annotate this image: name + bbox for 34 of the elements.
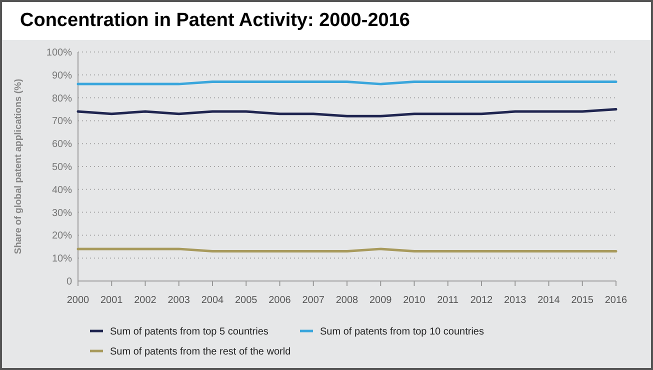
x-tick-label: 2002 [134,295,157,306]
y-tick-label: 30% [52,208,72,219]
y-tick-label: 20% [52,230,72,242]
x-tick-label: 2003 [168,295,190,306]
x-tick-label: 2005 [235,295,258,306]
y-tick-label: 50% [52,162,72,173]
line-series [76,108,618,118]
x-tick-label: 2006 [268,295,292,306]
x-tick-label: 2013 [504,295,527,306]
y-tick-label: 80% [52,93,72,104]
y-tick-label: 60% [52,139,72,150]
y-tick-label: 90% [52,70,72,82]
x-tick-label: 2004 [201,295,224,306]
legend-label: Sum of patents from the rest of the world [110,346,291,358]
chart-title: Concentration in Patent Activity: 2000-2016 [20,10,410,31]
legend-label: Sum of patents from top 10 countries [320,326,484,338]
x-tick-label: 2016 [604,295,628,306]
x-tick-label: 2011 [437,295,460,306]
x-tick-label: 2007 [302,295,325,306]
y-tick-label: 70% [52,116,72,128]
legend-label: Sum of patents from top 5 countries [110,326,268,338]
x-tick-label: 2001 [100,295,124,306]
y-tick-label: 0 [66,276,72,288]
x-tick-label: 2000 [66,295,90,306]
x-tick-label: 2009 [370,295,392,306]
x-tick-label: 2014 [538,295,560,306]
y-tick-label: 100% [46,48,72,58]
y-axis-title: Share of global patent applications (%) [13,78,24,254]
x-tick-label: 2015 [571,295,594,306]
x-tick-label: 2008 [336,295,359,306]
x-tick-label: 2010 [403,295,426,306]
y-tick-label: 10% [52,254,72,265]
y-tick-label: 40% [52,184,72,196]
x-tick-label: 2012 [470,295,494,306]
